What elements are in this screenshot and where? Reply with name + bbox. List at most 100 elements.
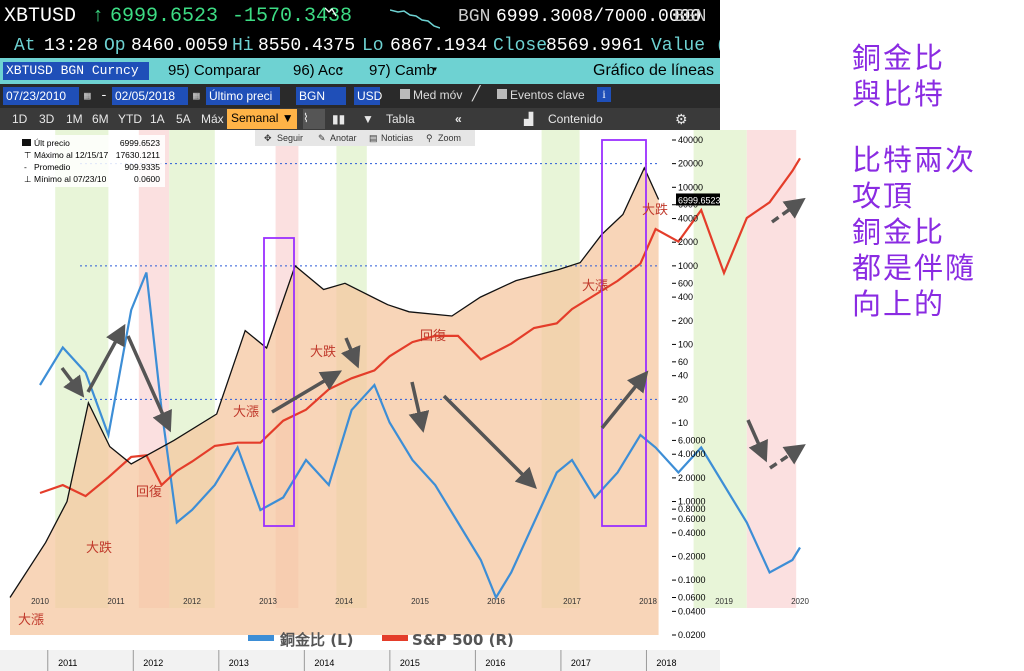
anotar-icon[interactable]: ✎ — [318, 133, 326, 143]
med-mov-checkbox[interactable] — [400, 89, 410, 99]
btc-ytick-label: 0.0200 — [678, 630, 706, 640]
period-1d[interactable]: 1D — [12, 112, 28, 126]
legend-swatch-sp500 — [382, 635, 408, 641]
pencil-icon[interactable]: ╱ — [472, 87, 481, 103]
at-time: 13:28 — [44, 36, 99, 56]
btc-ytick-label: 0.2000 — [678, 551, 706, 561]
period-ytd[interactable]: YTD — [118, 112, 142, 126]
btc-ytick-label: 10000 — [678, 182, 703, 192]
overlays — [60, 139, 806, 527]
tabla-button[interactable]: Tabla — [386, 112, 415, 126]
close-label: Close — [493, 36, 548, 56]
camb-button[interactable]: 97) Camb — [369, 62, 435, 79]
date-separator: - — [100, 88, 108, 103]
compare-button[interactable]: 95) Comparar — [168, 62, 261, 79]
btc-ytick-label: 600 — [678, 278, 693, 288]
collapse-icon[interactable]: « — [455, 112, 462, 126]
anotar-button[interactable]: Anotar — [330, 133, 357, 143]
inner-year-label: 2014 — [335, 597, 353, 606]
seguir-button[interactable]: Seguir — [277, 133, 303, 143]
field-select[interactable]: Último preci — [206, 87, 280, 105]
btc-ytick-label: 4000 — [678, 214, 698, 224]
legend-row-label: Máximo al 12/15/17 — [34, 150, 108, 160]
btc-ytick-label: 6.0000 — [678, 435, 706, 445]
settings-bar: 07/23/2010 ▦ - 02/05/2018 ▦ Último preci… — [0, 84, 720, 108]
date-from-input[interactable]: 07/23/2010 — [3, 87, 79, 105]
annotation-dazhang: 大漲 — [582, 279, 608, 294]
acc-dropdown-icon[interactable]: ▾ — [338, 65, 345, 76]
trend-arrow — [271, 370, 343, 414]
info-icon[interactable]: i — [597, 87, 611, 102]
line-chart-icon[interactable]: ⌇ — [303, 109, 325, 129]
calendar-icon-2[interactable]: ▦ — [193, 91, 200, 103]
contenido-icon[interactable]: ▟ — [524, 112, 534, 126]
frequency-select[interactable]: Semanal ▼ — [227, 109, 297, 129]
plot-toolbar-bg — [255, 130, 475, 146]
calendar-icon[interactable]: ▦ — [84, 91, 91, 103]
quote-header: XBTUSD ↑ 6999.6523 -1570.3438 BGN 6999.3… — [0, 0, 720, 34]
bottom-year-label: 2015 — [400, 658, 420, 668]
gear-icon[interactable]: ⚙ — [675, 111, 688, 127]
btc-area — [10, 168, 659, 635]
chart-area: 0.0200 0.0400 0.0600 0.1000 0.2000 0.4000 0.60… — [0, 130, 810, 671]
bottom-year-label: 2018 — [656, 658, 676, 668]
seguir-icon[interactable]: ✥ — [264, 133, 272, 143]
btc-ytick-label: 40 — [678, 371, 688, 381]
dropdown-icon[interactable]: ▼ — [362, 112, 374, 126]
trend-arrow — [746, 419, 768, 463]
inner-year-label: 2019 — [715, 597, 733, 606]
ohlc-row: At 13:28 Op 8460.0059 Hi 8550.4375 Lo 68… — [0, 34, 720, 58]
sparkline-icon — [390, 9, 440, 29]
regime-band — [693, 130, 747, 608]
eventos-checkbox[interactable] — [497, 89, 507, 99]
bar-chart-icon[interactable]: ▮▮ — [332, 112, 346, 126]
contenido-button[interactable]: Contenido — [548, 112, 603, 126]
source-label: BGN — [458, 7, 491, 27]
security-field[interactable]: XBTUSD BGN Curncy — [3, 62, 149, 80]
bottom-year-label: 2011 — [58, 658, 77, 668]
close-value: 8569.9961 — [546, 36, 644, 56]
period-1m[interactable]: 1M — [66, 112, 83, 126]
trend-arrow — [600, 370, 649, 430]
period-5a[interactable]: 5A — [176, 112, 191, 126]
plot-toolbar: ✥ Seguir ✎ Anotar ▤ Noticias ⚲ Zoom — [255, 130, 475, 146]
axes: 0.0200 0.0400 0.0600 0.1000 0.2000 0.4000 0.60… — [0, 135, 809, 671]
sparkline-mini-icon — [325, 7, 337, 17]
trend-arrow — [86, 323, 126, 393]
camb-dropdown-icon[interactable]: ▾ — [432, 65, 439, 76]
btc-line — [9, 166, 660, 598]
zoom-button[interactable]: Zoom — [438, 133, 461, 143]
open-value: 8460.0059 — [131, 36, 229, 56]
annotation-dadie: 大跌 — [642, 202, 668, 218]
trend-arrow — [442, 394, 537, 489]
timeline-bar — [0, 650, 720, 671]
legend-row-label: Mínimo al 07/23/10 — [34, 174, 107, 184]
zoom-icon[interactable]: ⚲ — [426, 133, 433, 143]
bottom-year-label: 2014 — [314, 658, 334, 668]
trend-arrow — [60, 366, 85, 398]
btc-ytick-label: 1000 — [678, 261, 698, 271]
stats-legend-bg — [10, 135, 165, 187]
annotation-huifu: 回復 — [420, 328, 446, 344]
source-select[interactable]: BGN — [296, 87, 346, 105]
period-3d[interactable]: 3D — [39, 112, 55, 126]
period-1a[interactable]: 1A — [150, 112, 165, 126]
legend-row-label: Promedio — [34, 162, 71, 172]
period-6m[interactable]: 6M — [92, 112, 109, 126]
noticias-icon[interactable]: ▤ — [369, 133, 378, 143]
chart-type-label[interactable]: Gráfico de líneas — [593, 62, 714, 79]
noticias-button[interactable]: Noticias — [381, 133, 414, 143]
acc-button[interactable]: 96) Acc — [293, 62, 344, 79]
legend-row-value: 0.0600 — [134, 174, 160, 184]
stats-legend: Últ precio 6999.6523 ⊤ Máximo al 12/15/1… — [10, 135, 165, 187]
btc-ytick-label: 2000 — [678, 237, 698, 247]
period-max[interactable]: Máx — [201, 112, 224, 126]
inner-year-label: 2020 — [791, 597, 809, 606]
inner-year-label: 2015 — [411, 597, 429, 606]
price-change: -1570.3438 — [232, 5, 353, 28]
commentary-body-line: 比特兩次 — [852, 143, 977, 177]
date-to-input[interactable]: 02/05/2018 — [112, 87, 188, 105]
currency-select[interactable]: USD — [354, 87, 382, 105]
high-label: Hi — [232, 36, 254, 56]
series-legend: 銅金比 (L) S&P 500 (R) — [248, 631, 514, 649]
